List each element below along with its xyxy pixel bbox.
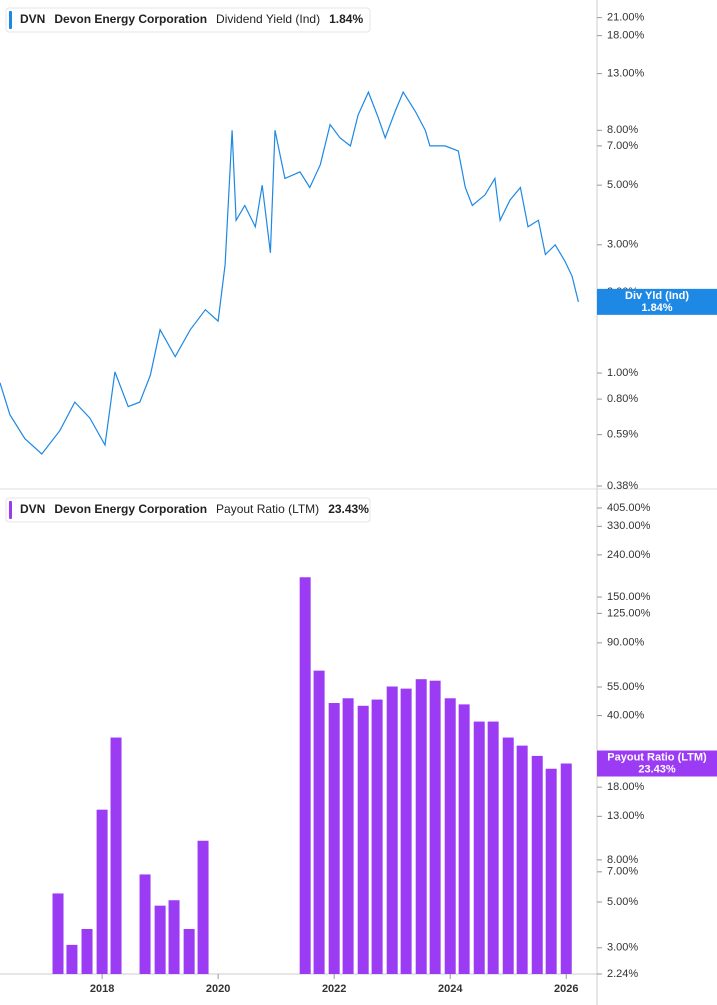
bar bbox=[81, 929, 93, 974]
bar bbox=[473, 721, 485, 974]
bar bbox=[328, 703, 340, 974]
badge-value: 1.84% bbox=[641, 302, 672, 314]
y-tick-label: 0.38% bbox=[607, 480, 638, 492]
bar bbox=[313, 670, 325, 974]
badge-label: Payout Ratio (LTM) bbox=[607, 751, 707, 763]
bar bbox=[400, 688, 412, 974]
y-tick-label: 5.00% bbox=[607, 179, 638, 191]
x-tick-label: 2024 bbox=[438, 983, 463, 995]
legend-text: DVN Devon Energy Corporation Payout Ratio … bbox=[20, 502, 369, 516]
bar bbox=[299, 577, 311, 974]
y-tick-label: 125.00% bbox=[607, 607, 651, 619]
y-tick-label: 240.00% bbox=[607, 549, 651, 561]
bar bbox=[197, 840, 209, 974]
legend-swatch bbox=[9, 501, 12, 519]
bar bbox=[458, 704, 470, 974]
bar bbox=[444, 698, 456, 974]
bar bbox=[110, 737, 122, 974]
y-tick-label: 40.00% bbox=[607, 709, 645, 721]
bar bbox=[139, 874, 151, 974]
y-tick-label: 0.80% bbox=[607, 393, 638, 405]
legend-value: 1.84% bbox=[329, 12, 363, 26]
x-tick-label: 2020 bbox=[206, 983, 230, 995]
x-tick-label: 2018 bbox=[90, 983, 114, 995]
ticker: DVN bbox=[20, 12, 45, 26]
value-badge bbox=[597, 288, 717, 315]
y-tick-label: 1.00% bbox=[607, 367, 638, 379]
y-tick-label: 330.00% bbox=[607, 520, 651, 532]
y-tick-label: 13.00% bbox=[607, 810, 645, 822]
y-tick-label: 8.00% bbox=[607, 124, 638, 136]
ticker: DVN bbox=[20, 502, 45, 516]
bar bbox=[66, 944, 78, 974]
data-line bbox=[0, 90, 579, 455]
bar bbox=[52, 893, 64, 974]
bar bbox=[415, 679, 427, 974]
y-tick-label: 0.59% bbox=[607, 429, 638, 441]
bar bbox=[531, 755, 543, 974]
y-tick-label: 5.00% bbox=[607, 896, 638, 908]
x-tick-label: 2026 bbox=[554, 983, 578, 995]
bar bbox=[357, 705, 369, 974]
series-name: Payout Ratio (LTM) bbox=[216, 502, 319, 516]
y-tick-label: 21.00% bbox=[607, 12, 645, 24]
y-tick-label: 18.00% bbox=[607, 30, 645, 42]
y-tick-label: 90.00% bbox=[607, 637, 645, 649]
series-name: Dividend Yield (Ind) bbox=[216, 12, 320, 26]
y-tick-label: 7.00% bbox=[607, 866, 638, 878]
y-tick-label: 3.00% bbox=[607, 239, 638, 251]
legend-box bbox=[5, 497, 371, 523]
legend-value: 23.43% bbox=[328, 502, 369, 516]
bar bbox=[429, 680, 441, 974]
y-tick-label: 18.00% bbox=[607, 781, 645, 793]
bar bbox=[154, 905, 166, 974]
y-tick-label: 8.00% bbox=[607, 854, 638, 866]
bar bbox=[183, 929, 195, 974]
y-tick-label: 405.00% bbox=[607, 502, 651, 514]
legend-text: DVN Devon Energy Corporation Dividend Yiel… bbox=[20, 12, 363, 26]
legend-box bbox=[5, 7, 371, 33]
bar bbox=[168, 900, 180, 974]
bar bbox=[371, 699, 383, 974]
bar bbox=[560, 763, 572, 974]
legend-swatch bbox=[9, 11, 12, 29]
bar bbox=[386, 686, 398, 974]
bar bbox=[502, 737, 514, 974]
badge-value: 23.43% bbox=[638, 763, 676, 775]
y-tick-label: 150.00% bbox=[607, 591, 651, 603]
badge-label: Div Yld (Ind) bbox=[625, 290, 689, 302]
y-tick-label: 3.00% bbox=[607, 942, 638, 954]
value-badge bbox=[597, 750, 717, 777]
y-tick-label: 7.00% bbox=[607, 140, 638, 152]
company: Devon Energy Corporation bbox=[54, 12, 207, 26]
bar bbox=[487, 721, 499, 974]
bar bbox=[545, 768, 557, 974]
bar bbox=[342, 698, 354, 974]
y-tick-label: 13.00% bbox=[607, 68, 645, 80]
y-tick-label: 55.00% bbox=[607, 681, 645, 693]
bar bbox=[516, 745, 528, 974]
x-tick-label: 2022 bbox=[322, 983, 346, 995]
y-tick-label: 2.24% bbox=[607, 968, 638, 980]
bar bbox=[96, 809, 108, 974]
company: Devon Energy Corporation bbox=[54, 502, 207, 516]
